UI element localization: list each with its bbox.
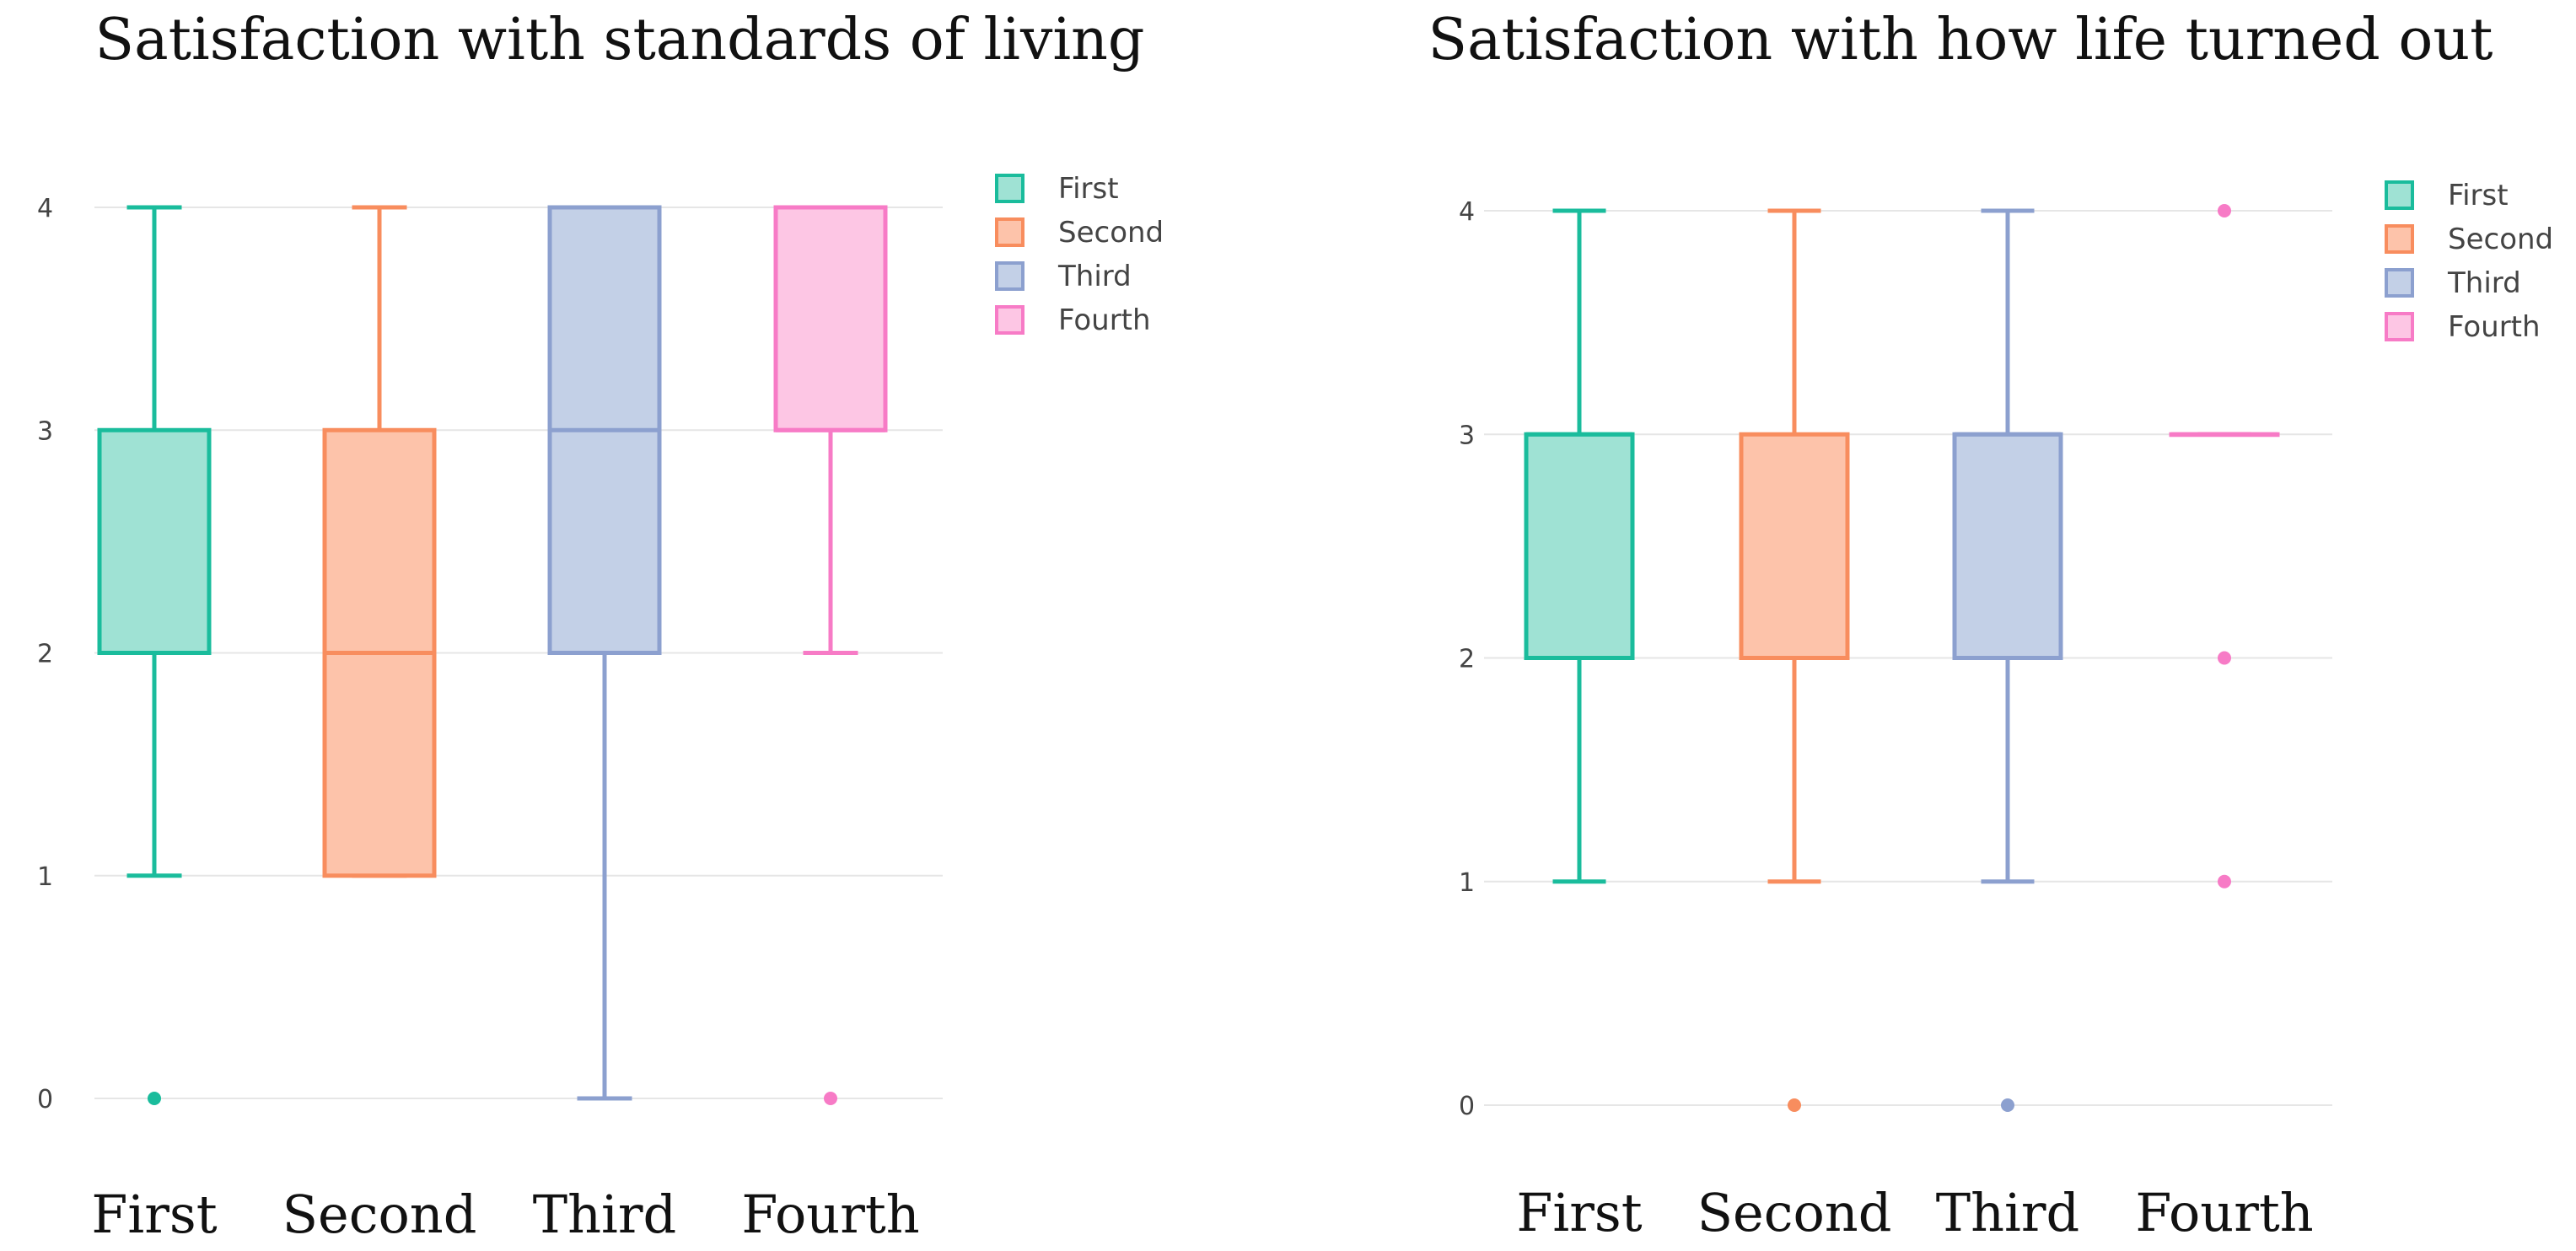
y-tick-label: 3 xyxy=(37,416,53,446)
outlier-point xyxy=(2218,874,2231,889)
box-first xyxy=(97,427,212,655)
legend-swatch xyxy=(995,261,1024,291)
x-category-label: First xyxy=(91,1184,217,1245)
legend-label: First xyxy=(1058,172,1119,206)
legend-label: Third xyxy=(2447,266,2521,300)
box-fourth xyxy=(773,205,888,432)
legend-swatch xyxy=(2385,312,2414,341)
chart-title: Satisfaction with how life turned out xyxy=(1428,7,2493,73)
x-category-label: Third xyxy=(533,1184,676,1245)
legend-swatch xyxy=(2385,224,2414,254)
legend-label: Second xyxy=(1058,216,1164,250)
legend-label: First xyxy=(2448,179,2509,212)
x-category-label: Second xyxy=(1697,1182,1892,1243)
legend-swatch xyxy=(2385,268,2414,298)
legend-swatch xyxy=(2385,180,2414,210)
outlier-point xyxy=(2001,1098,2014,1112)
outlier-point xyxy=(1788,1098,1801,1112)
y-tick-label: 2 xyxy=(37,640,53,669)
y-tick-label: 0 xyxy=(37,1085,53,1114)
legend-swatch xyxy=(995,217,1024,247)
outlier-point xyxy=(2218,204,2231,217)
x-category-label: Fourth xyxy=(741,1184,919,1245)
legend-label: Third xyxy=(1057,260,1132,293)
y-tick-label: 4 xyxy=(1459,197,1475,227)
y-tick-label: 0 xyxy=(1459,1092,1475,1121)
legend-swatch xyxy=(995,174,1024,203)
outlier-point xyxy=(148,1092,161,1105)
box-first xyxy=(1524,432,1635,660)
legend-label: Second xyxy=(2448,223,2553,256)
chart-life-turned-out: Satisfaction with how life turned out 0 1… xyxy=(1428,7,2554,1243)
y-tick-label: 1 xyxy=(1459,868,1475,898)
x-category-label: First xyxy=(1516,1182,1642,1243)
legend-swatch xyxy=(995,305,1024,335)
outlier-point xyxy=(2218,651,2231,665)
y-tick-label: 1 xyxy=(37,862,53,892)
y-tick-label: 4 xyxy=(37,194,53,223)
x-category-label: Fourth xyxy=(2135,1182,2313,1243)
box-third xyxy=(1952,432,2063,660)
outlier-point xyxy=(824,1092,837,1105)
chart-standards-of-living: Satisfaction with standards of living 0 1… xyxy=(37,7,1164,1245)
legend-label: Fourth xyxy=(2448,310,2541,344)
y-tick-label: 3 xyxy=(1459,421,1475,450)
y-tick-label: 2 xyxy=(1459,645,1475,674)
x-category-label: Third xyxy=(1936,1182,2079,1243)
box-second xyxy=(1739,432,1850,660)
legend-label: Fourth xyxy=(1058,303,1151,337)
x-category-label: Second xyxy=(282,1184,477,1245)
chart-title: Satisfaction with standards of living xyxy=(95,7,1145,73)
